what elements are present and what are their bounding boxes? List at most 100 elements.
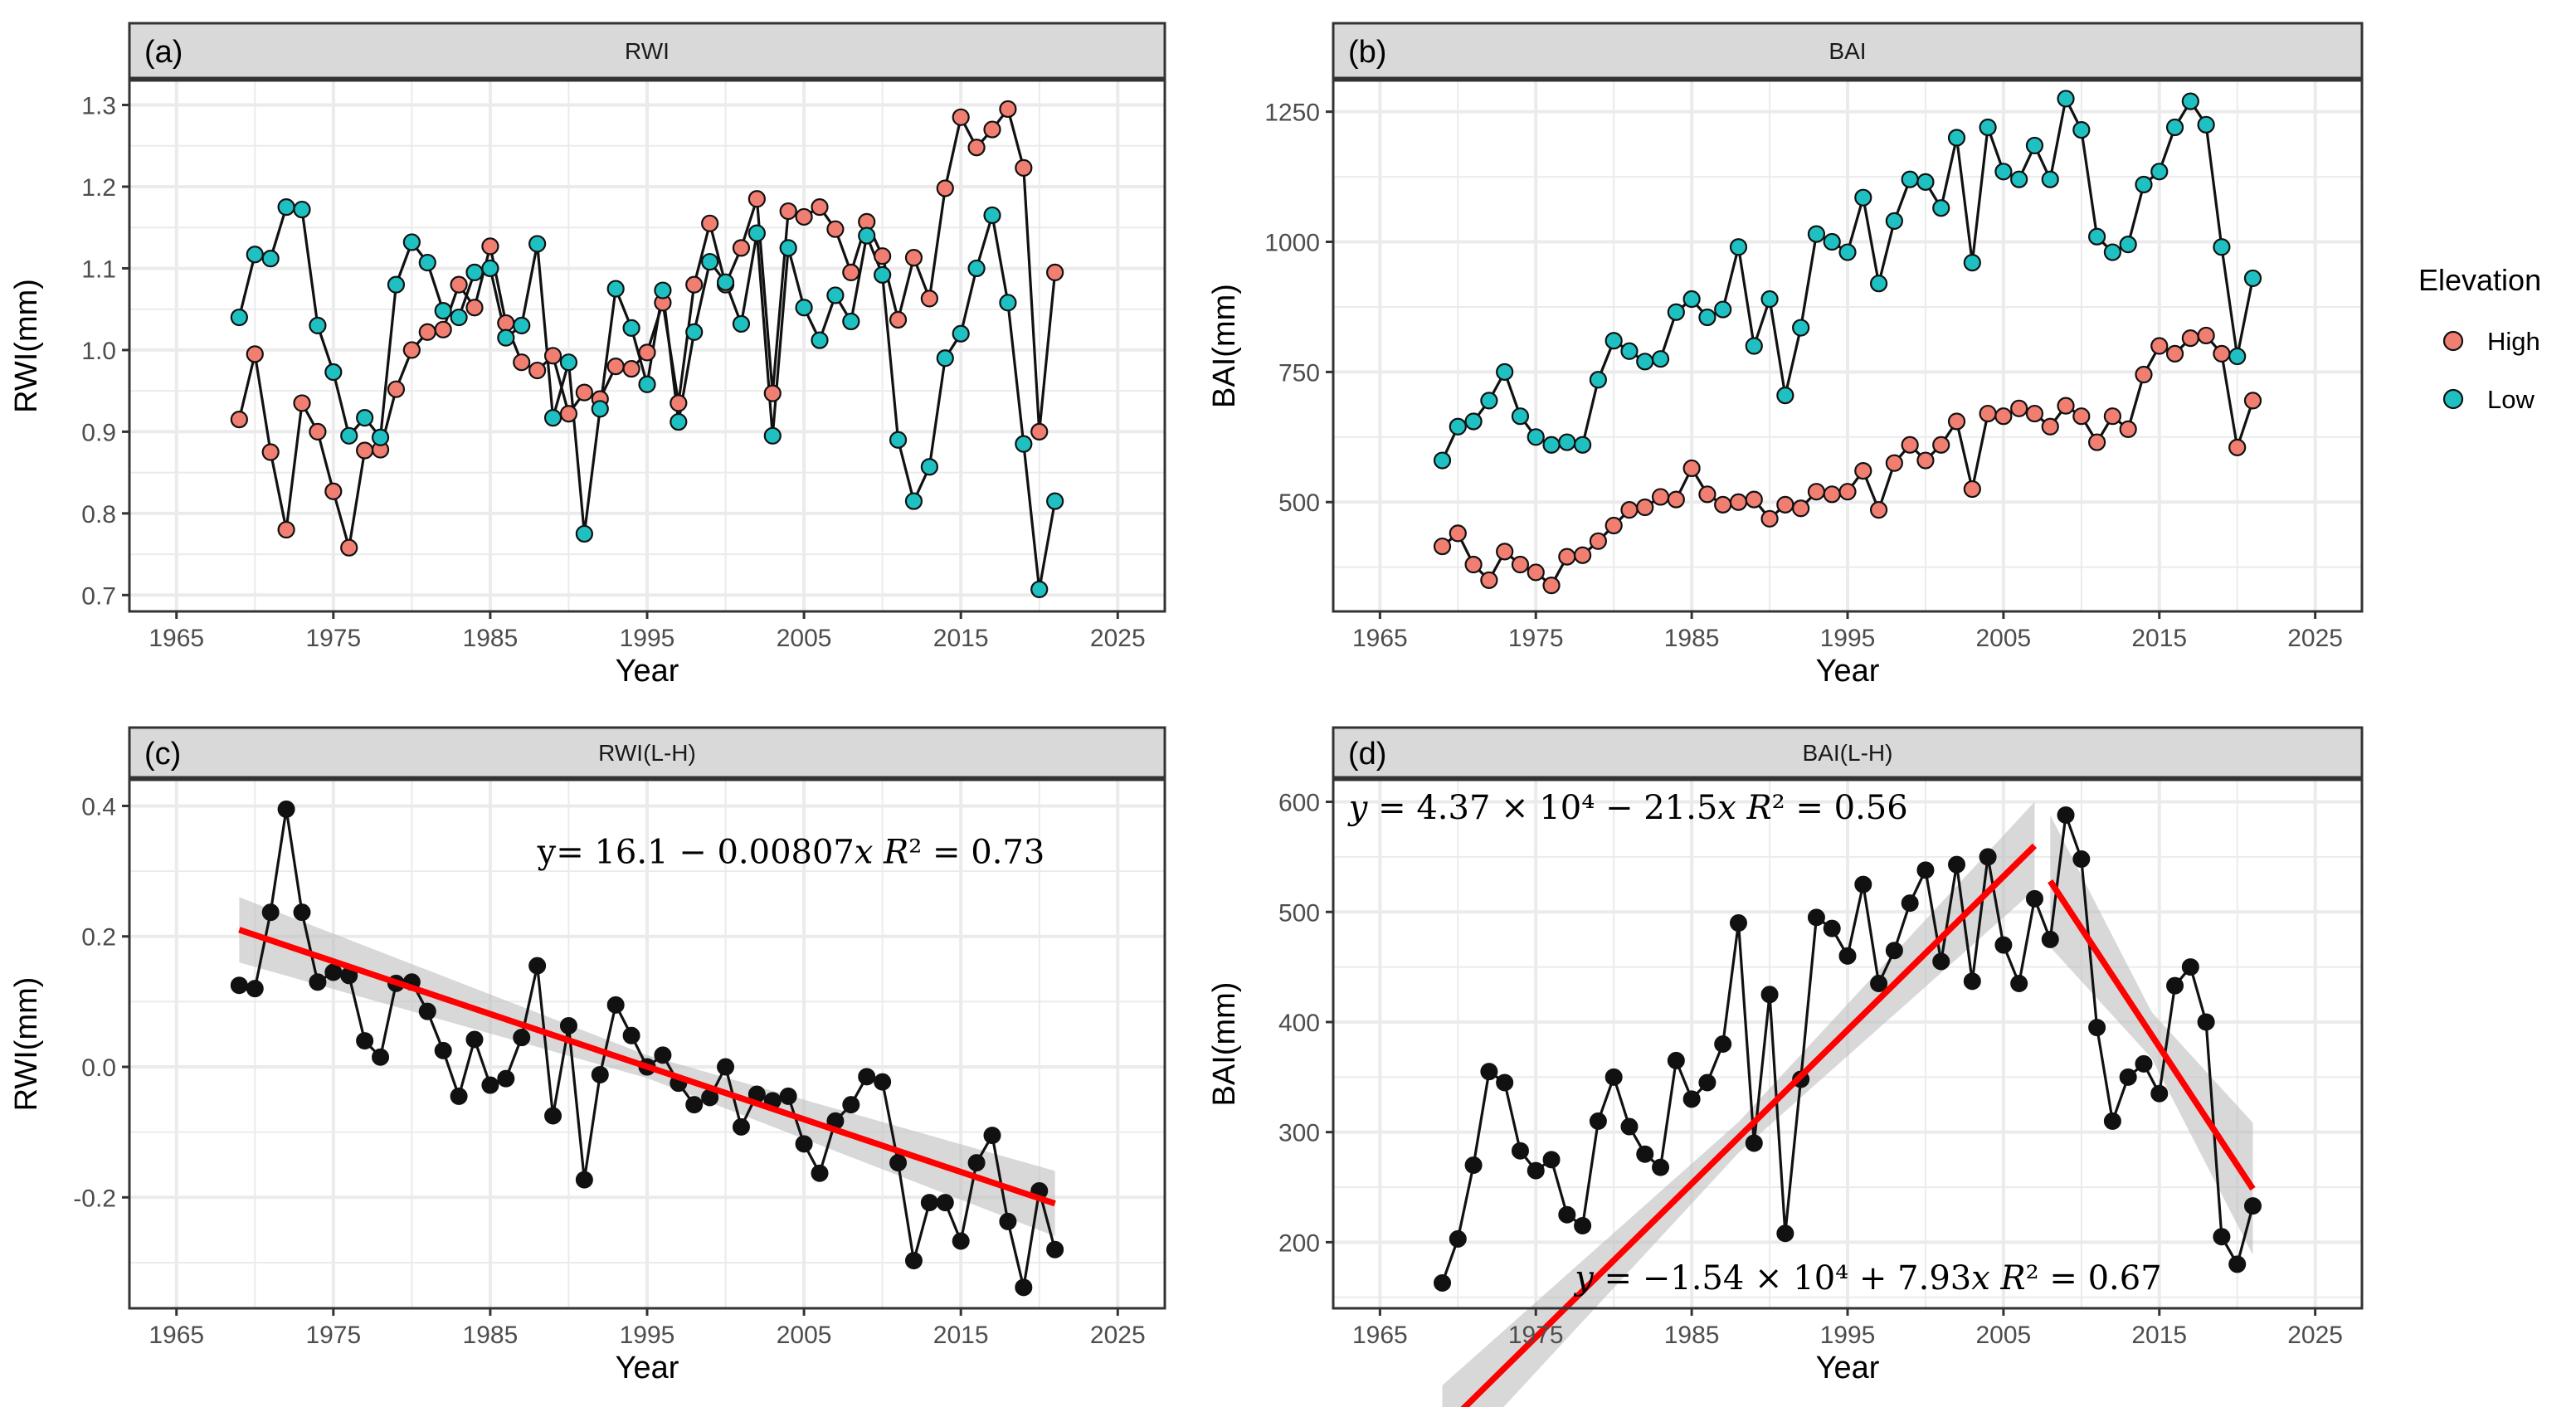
data-point-l-h bbox=[1015, 1278, 1033, 1297]
x-tick-label: 1975 bbox=[1508, 625, 1564, 652]
data-point-low bbox=[465, 263, 484, 281]
data-point-high bbox=[1823, 485, 1841, 504]
data-point-l-h bbox=[1496, 1074, 1514, 1092]
y-tick-label: 300 bbox=[1278, 1120, 1320, 1147]
data-point-l-h bbox=[685, 1096, 704, 1114]
data-point-high bbox=[261, 443, 280, 461]
data-point-high bbox=[999, 100, 1017, 119]
data-point-low bbox=[2119, 236, 2137, 254]
data-point-high bbox=[230, 411, 248, 429]
data-point-low bbox=[1511, 407, 1530, 426]
data-point-low bbox=[606, 280, 625, 298]
data-point-low bbox=[2041, 170, 2059, 188]
data-point-low bbox=[1994, 163, 2013, 181]
data-point-high bbox=[2228, 438, 2247, 456]
data-point-high bbox=[1807, 483, 1826, 501]
data-point-low bbox=[1714, 300, 1732, 319]
data-point-low bbox=[1979, 118, 1997, 137]
data-point-high bbox=[356, 441, 374, 460]
y-tick-label: 1.1 bbox=[81, 256, 116, 283]
data-point-low bbox=[2181, 92, 2199, 110]
data-point-high bbox=[324, 482, 343, 500]
strip bbox=[1332, 22, 2364, 80]
data-point-l-h bbox=[1745, 1134, 1763, 1152]
data-point-l-h bbox=[528, 957, 547, 975]
data-point-low bbox=[1885, 212, 1903, 231]
data-point-high bbox=[481, 237, 499, 256]
data-point-low bbox=[2010, 170, 2028, 188]
data-point-high bbox=[2010, 399, 2028, 417]
data-point-l-h bbox=[559, 1016, 577, 1035]
data-point-low bbox=[387, 275, 406, 294]
data-point-high bbox=[246, 345, 264, 363]
data-point-low bbox=[999, 294, 1017, 312]
data-point-high bbox=[920, 290, 938, 308]
data-point-high bbox=[779, 202, 797, 221]
data-point-low bbox=[1901, 170, 1919, 188]
data-point-high bbox=[2181, 329, 2199, 348]
data-point-high bbox=[2197, 326, 2215, 345]
data-point-low bbox=[1776, 387, 1794, 405]
panel-c: RWI(L-H) (c) 1965 1975 1985 1995 2005 2015 2025 -… bbox=[9, 726, 1166, 1385]
data-point-low bbox=[2057, 90, 2075, 108]
data-point-l-h bbox=[293, 903, 311, 922]
data-point-high bbox=[1046, 263, 1064, 281]
data-point-low bbox=[1046, 492, 1064, 510]
data-point-high bbox=[2057, 397, 2075, 415]
x-tick-label: 2015 bbox=[933, 1322, 989, 1349]
data-point-low bbox=[732, 314, 751, 333]
strip-title: BAI(L-H) bbox=[1803, 740, 1893, 766]
y-tick-label: 1250 bbox=[1264, 100, 1320, 127]
data-point-l-h bbox=[277, 800, 295, 818]
data-point-l-h bbox=[1636, 1145, 1654, 1163]
panel-b: BAI (b) 1965 1975 1985 1995 2005 2015 2025 500 750… bbox=[1207, 22, 2364, 689]
x-tick-label: 1975 bbox=[1508, 1322, 1564, 1349]
data-point-l-h bbox=[434, 1041, 452, 1059]
data-point-low bbox=[1651, 350, 1670, 368]
strip bbox=[128, 22, 1166, 80]
data-point-high bbox=[1698, 485, 1717, 504]
x-tick-label: 2005 bbox=[1976, 1322, 2032, 1349]
x-axis-title: Year bbox=[1816, 1351, 1880, 1385]
x-tick-label: 1975 bbox=[305, 1322, 361, 1349]
data-point-high bbox=[1527, 563, 1545, 582]
data-point-l-h bbox=[1464, 1156, 1483, 1174]
data-point-low bbox=[2088, 227, 2106, 246]
data-point-low bbox=[952, 324, 970, 343]
strip bbox=[1332, 726, 2364, 779]
data-point-l-h bbox=[858, 1068, 876, 1086]
data-point-high bbox=[1885, 454, 1903, 472]
data-point-high bbox=[811, 198, 829, 217]
data-point-low bbox=[685, 323, 704, 341]
data-point-high bbox=[1605, 516, 1623, 535]
data-point-low bbox=[2228, 347, 2247, 366]
data-point-high bbox=[559, 405, 578, 423]
data-point-high bbox=[1636, 498, 1654, 517]
data-point-l-h bbox=[1682, 1090, 1701, 1108]
data-point-l-h bbox=[418, 1002, 436, 1020]
data-point-low bbox=[418, 253, 436, 272]
data-point-high bbox=[1589, 532, 1607, 550]
data-point-low bbox=[2165, 118, 2184, 137]
y-tick-label: 750 bbox=[1278, 359, 1320, 387]
data-point-l-h bbox=[1589, 1112, 1607, 1130]
data-point-high bbox=[1760, 509, 1779, 528]
data-point-low bbox=[747, 224, 766, 242]
data-point-l-h bbox=[779, 1087, 797, 1105]
x-tick-label: 2015 bbox=[2131, 625, 2187, 652]
data-point-l-h bbox=[1434, 1273, 1452, 1292]
data-point-l-h bbox=[811, 1164, 829, 1182]
data-point-low bbox=[591, 400, 609, 418]
data-point-high bbox=[983, 120, 1001, 139]
data-point-high bbox=[1620, 501, 1639, 519]
data-point-l-h bbox=[732, 1117, 750, 1136]
data-point-low bbox=[1542, 436, 1561, 454]
data-point-l-h bbox=[904, 1252, 923, 1270]
data-point-low bbox=[309, 316, 327, 334]
data-point-low bbox=[1496, 363, 1514, 381]
data-point-high bbox=[1776, 495, 1794, 514]
x-tick-label: 2005 bbox=[777, 1322, 832, 1349]
data-point-high bbox=[952, 108, 970, 126]
data-point-high bbox=[2103, 407, 2121, 426]
